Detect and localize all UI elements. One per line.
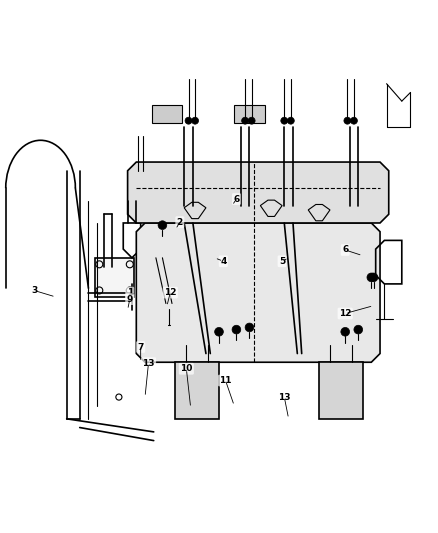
Circle shape [344, 117, 351, 124]
Circle shape [287, 117, 294, 124]
Circle shape [341, 327, 350, 336]
FancyBboxPatch shape [152, 106, 182, 123]
Text: 10: 10 [180, 364, 193, 373]
FancyBboxPatch shape [234, 106, 265, 123]
Text: 6: 6 [233, 195, 240, 204]
Circle shape [185, 117, 192, 124]
Text: 13: 13 [278, 393, 290, 401]
Circle shape [167, 301, 171, 305]
Text: 2: 2 [177, 217, 183, 227]
Polygon shape [136, 223, 380, 362]
Polygon shape [176, 362, 219, 419]
Polygon shape [319, 362, 363, 419]
Text: 7: 7 [138, 343, 144, 352]
Polygon shape [127, 162, 389, 223]
Text: 3: 3 [31, 286, 37, 295]
Text: 12: 12 [164, 288, 177, 297]
Text: 9: 9 [127, 295, 133, 304]
FancyBboxPatch shape [95, 258, 134, 297]
Text: 11: 11 [219, 376, 232, 385]
Text: 12: 12 [339, 309, 351, 318]
Circle shape [350, 117, 357, 124]
Circle shape [354, 325, 363, 334]
Circle shape [281, 117, 288, 124]
Circle shape [232, 325, 241, 334]
Circle shape [245, 323, 254, 332]
Text: 6: 6 [342, 246, 348, 254]
Circle shape [158, 221, 167, 230]
Circle shape [248, 117, 255, 124]
Text: 5: 5 [279, 257, 285, 266]
Text: 4: 4 [220, 257, 226, 266]
Circle shape [215, 327, 223, 336]
Text: 1: 1 [127, 288, 133, 297]
Circle shape [367, 273, 376, 282]
Circle shape [369, 273, 378, 282]
Text: 13: 13 [142, 359, 155, 368]
Circle shape [191, 117, 198, 124]
Circle shape [242, 117, 249, 124]
